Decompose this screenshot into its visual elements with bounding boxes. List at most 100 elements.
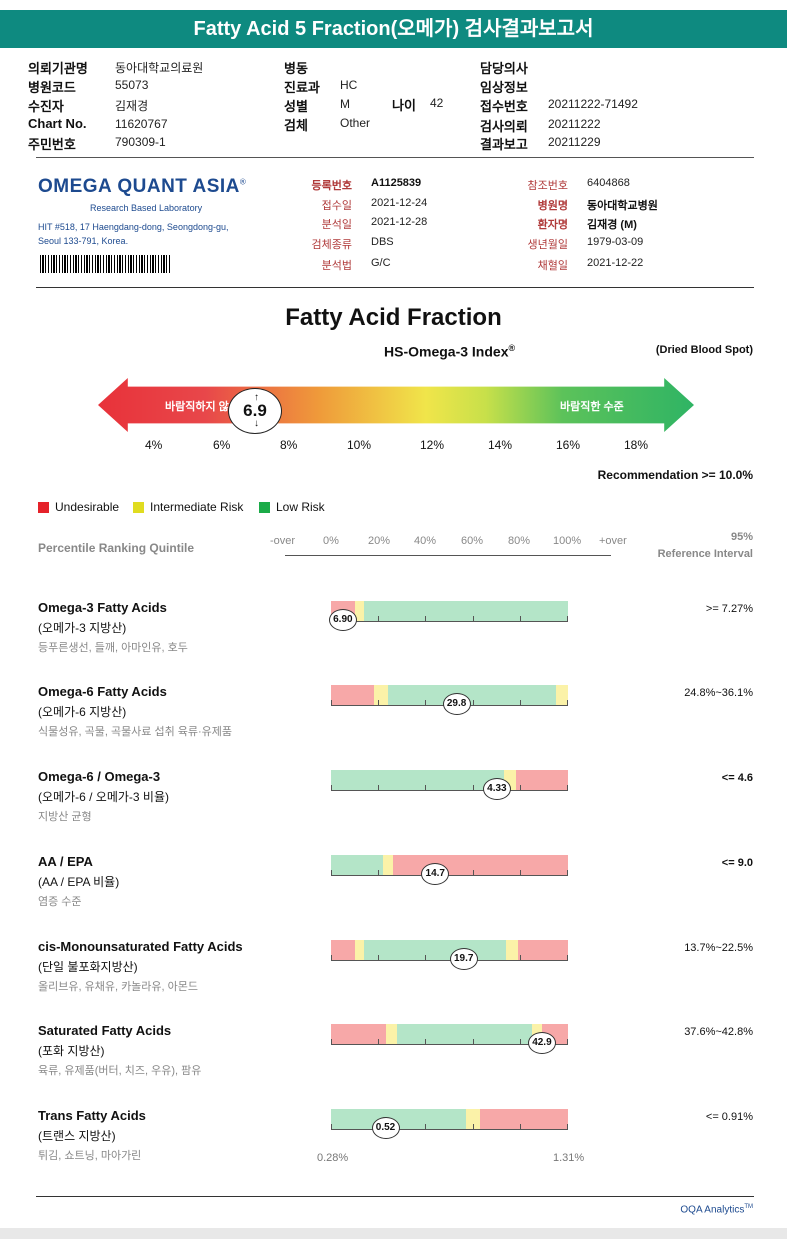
row-marker-5: 42.9 <box>527 1032 556 1054</box>
legend-swatch-1 <box>133 501 144 513</box>
header-col2-label-0: 병동 <box>284 61 308 76</box>
row-axis-tick-3-3 <box>472 870 474 875</box>
legend-item-2: Low Risk <box>259 500 325 514</box>
row-kr-4: (단일 불포화지방산) <box>38 960 138 974</box>
row-zone-5-1 <box>385 1024 398 1044</box>
index-tick-3: 10% <box>347 438 372 452</box>
bottom-strip <box>0 1228 787 1239</box>
row-zone-2-0 <box>331 770 504 790</box>
lab-logo: OMEGA QUANT ASIA® <box>38 176 246 198</box>
row-desc-4: 올리브유, 유채유, 카놀라유, 아몬드 <box>38 981 199 993</box>
row-ref-5: 37.6%~42.8% <box>684 1026 753 1038</box>
header-col2-value-2: M <box>340 97 350 111</box>
row-axis-tick-4-0 <box>331 955 332 960</box>
row-axis-tick-6-0 <box>331 1124 332 1129</box>
row-zone-1-3 <box>556 685 568 705</box>
row-marker-4: 19.7 <box>449 948 478 970</box>
row-name-6: Trans Fatty Acids <box>38 1108 146 1123</box>
scale-min: 0.28% <box>317 1152 349 1164</box>
lab-address-2: Seoul 133-791, Korea. <box>38 236 129 246</box>
header-col1-value-4: 790309-1 <box>115 135 166 149</box>
header-col2-value-3: Other <box>340 116 371 130</box>
row-axis-tick-6-4 <box>519 1124 521 1129</box>
header-divider <box>36 157 754 158</box>
row-axis-tick-5-0 <box>331 1039 332 1044</box>
row-axis-tick-1-5 <box>567 700 568 705</box>
sample-right-label-3: 생년월일 <box>527 239 568 251</box>
lab-divider <box>36 287 754 288</box>
row-ref-1: 24.8%~36.1% <box>684 687 753 699</box>
index-tick-7: 18% <box>624 438 649 452</box>
row-axis-tick-4-2 <box>425 955 427 960</box>
lab-logo-mark: ® <box>239 177 247 187</box>
row-name-1: Omega-6 Fatty Acids <box>38 684 167 699</box>
row-axis-tick-0-1 <box>378 616 380 621</box>
row-axis-tick-0-5 <box>567 616 568 621</box>
index-tick-1: 6% <box>213 438 231 452</box>
omega3-index-value: 6.9 <box>243 401 267 420</box>
sample-left-value-3: DBS <box>371 236 394 248</box>
row-zone-4-1 <box>354 940 365 960</box>
row-axis-tick-3-5 <box>567 870 568 875</box>
header-col1-value-0: 동아대학교의료원 <box>115 61 204 75</box>
index-tick-0: 4% <box>145 438 163 452</box>
sample-left-label-0: 등록번호 <box>311 180 352 192</box>
legend-item-0: Undesirable <box>38 500 119 514</box>
sample-left-value-4: G/C <box>371 257 391 269</box>
row-desc-2: 지방산 균형 <box>38 811 92 823</box>
row-axis-tick-1-3 <box>472 700 474 705</box>
row-desc-1: 식물성유, 곡물, 곡물사료 섭취 육류·유제품 <box>38 726 233 738</box>
sample-right-value-1: 동아대학교병원 <box>587 200 658 212</box>
row-axis-tick-6-3 <box>472 1124 474 1129</box>
row-zone-4-0 <box>331 940 355 960</box>
row-marker-3: 14.7 <box>421 863 450 885</box>
header-col1-label-1: 병원코드 <box>28 80 76 95</box>
row-zone-1-2 <box>387 685 557 705</box>
header-col1-value-3: 11620767 <box>115 117 168 131</box>
row-axis-tick-4-1 <box>378 955 380 960</box>
age-value: 42 <box>430 96 444 110</box>
row-axis-tick-6-5 <box>567 1124 568 1129</box>
sample-left-label-2: 분석일 <box>321 219 352 231</box>
sample-right-value-3: 1979-03-09 <box>587 236 644 248</box>
recommendation: Recommendation >= 10.0% <box>597 468 753 482</box>
row-zone-6-0 <box>331 1109 467 1129</box>
header-col2-value-1: HC <box>340 78 358 92</box>
header-col3-value-3: 20211222 <box>548 117 601 131</box>
header-col1-value-1: 55073 <box>115 78 149 92</box>
index-title-mark: ® <box>508 343 516 353</box>
row-track-5 <box>331 1024 568 1044</box>
row-axis-6 <box>331 1124 568 1130</box>
footer-brand-text: OQA Analytics <box>680 1204 745 1216</box>
row-axis-tick-0-4 <box>519 616 521 621</box>
row-axis-tick-4-4 <box>519 955 521 960</box>
scale-max: 1.31% <box>553 1152 585 1164</box>
row-zone-4-4 <box>518 940 568 960</box>
index-tick-2: 8% <box>280 438 298 452</box>
scale-label-6: 100% <box>553 535 582 547</box>
sample-right-value-0: 6404868 <box>587 177 630 189</box>
main-title: Fatty Acid Fraction <box>285 304 502 331</box>
arrow-down-icon: ↓ <box>254 418 259 429</box>
row-axis-tick-5-4 <box>519 1039 521 1044</box>
footer-brand: OQA AnalyticsTM <box>680 1204 753 1215</box>
row-axis-tick-1-2 <box>425 700 427 705</box>
scale-label-5: 80% <box>508 535 531 547</box>
row-axis-tick-2-3 <box>472 785 474 790</box>
row-axis-tick-5-1 <box>378 1039 380 1044</box>
scale-label-1: 0% <box>323 535 339 547</box>
sample-right-label-4: 채혈일 <box>537 260 568 272</box>
legend-label-1: Intermediate Risk <box>150 500 244 514</box>
row-zone-2-2 <box>515 770 568 790</box>
row-ref-2: <= 4.6 <box>721 772 753 784</box>
header-col1-label-2: 수진자 <box>28 99 64 114</box>
row-zone-1-0 <box>331 685 374 705</box>
sample-left-label-4: 분석법 <box>321 260 352 272</box>
header-col2-label-1: 진료과 <box>284 80 320 95</box>
row-axis-0 <box>331 616 568 622</box>
row-axis-tick-2-0 <box>331 785 332 790</box>
row-axis-tick-3-4 <box>519 870 521 875</box>
header-col1-label-3: Chart No. <box>28 116 87 131</box>
barcode <box>40 255 172 273</box>
omega3-index-gradient-bar <box>98 378 694 432</box>
